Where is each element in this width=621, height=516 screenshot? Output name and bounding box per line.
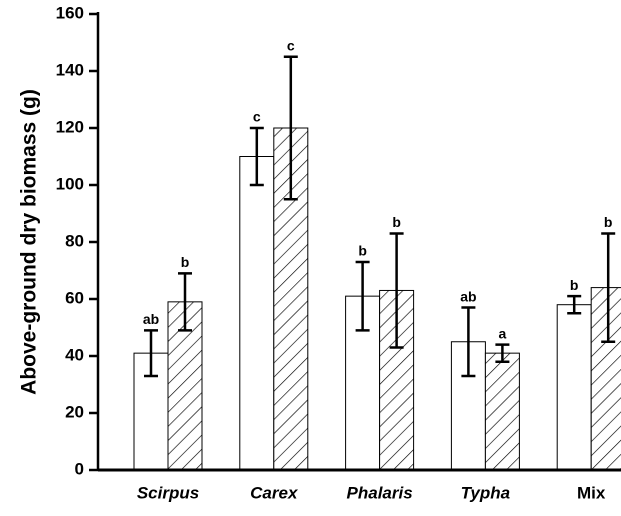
y-tick-label: 0	[75, 459, 84, 478]
error-bar	[495, 343, 510, 363]
significance-letter: b	[604, 214, 613, 230]
error-bar	[144, 329, 158, 378]
x-tick-label: Phalaris	[347, 483, 413, 502]
bar	[590, 287, 621, 471]
error-bar	[567, 294, 582, 315]
x-tick-label: Mix	[577, 483, 606, 502]
y-tick-label: 100	[56, 174, 84, 193]
significance-letter: c	[253, 109, 261, 125]
y-tick-label: 80	[65, 231, 84, 250]
significance-letter: b	[570, 277, 579, 293]
y-tick-label: 20	[65, 402, 84, 421]
error-bar	[461, 306, 476, 378]
significance-letter: ab	[460, 288, 476, 304]
significance-letter: a	[499, 325, 507, 341]
bar	[239, 156, 275, 471]
error-bar	[178, 272, 192, 332]
error-bar	[389, 232, 404, 349]
error-bar	[283, 55, 298, 201]
significance-letter: c	[287, 37, 295, 53]
significance-letter: ab	[143, 311, 159, 327]
significance-letter: b	[181, 254, 190, 270]
error-bar	[601, 232, 616, 343]
bar	[484, 352, 520, 471]
x-tick-label: Scirpus	[137, 483, 199, 502]
y-tick-label: 120	[56, 117, 84, 136]
x-tick-label: Carex	[250, 483, 299, 502]
error-bar	[355, 260, 370, 332]
y-axis-label: Above-ground dry biomass (g)	[18, 89, 41, 395]
bar	[556, 304, 592, 471]
y-tick-label: 40	[65, 345, 84, 364]
significance-letter: b	[358, 243, 367, 259]
y-tick-label: 140	[56, 60, 84, 79]
error-bar	[249, 126, 264, 187]
y-tick-label: 160	[56, 3, 84, 22]
y-tick-label: 60	[65, 288, 84, 307]
significance-letter: b	[392, 214, 401, 230]
x-tick-label: Typha	[461, 483, 510, 502]
